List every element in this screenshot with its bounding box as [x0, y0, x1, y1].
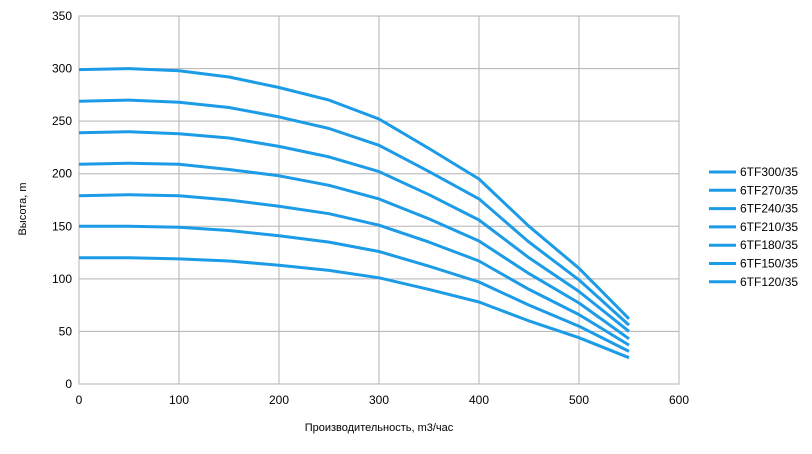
x-tick-label: 0 — [76, 393, 83, 407]
y-tick-label: 250 — [52, 114, 72, 128]
x-tick-label: 200 — [269, 393, 289, 407]
series-line-6TF210/35 — [78, 161, 630, 341]
legend-label: 6TF120/35 — [740, 275, 798, 289]
series-line-6TF180/35 — [78, 193, 630, 347]
x-axis-title: Производительность, m3/час — [305, 422, 454, 434]
x-tick-label: 100 — [169, 393, 189, 407]
x-tick-label: 500 — [569, 393, 589, 407]
legend-label: 6TF270/35 — [740, 183, 798, 197]
y-tick-label: 0 — [65, 377, 72, 391]
y-tick-label: 150 — [52, 219, 72, 233]
y-tick-label: 50 — [59, 324, 73, 338]
y-tick-label: 100 — [52, 272, 72, 286]
series-line-6TF120/35 — [79, 256, 630, 360]
series-line-6TF240/35 — [78, 130, 630, 333]
legend-label: 6TF180/35 — [740, 238, 798, 252]
legend-label: 6TF240/35 — [740, 202, 798, 216]
legend-label: 6TF150/35 — [740, 257, 798, 271]
series-line-6TF270/35 — [78, 98, 631, 327]
series-line-6TF150/35 — [79, 224, 630, 353]
series-layer — [78, 67, 631, 360]
series-line-6TF300/35 — [78, 67, 631, 320]
legend: 6TF300/35 6TF270/35 6TF240/35 6TF210/35 6TF1… — [709, 165, 798, 289]
x-tick-label: 400 — [469, 393, 489, 407]
y-tick-label: 300 — [52, 62, 72, 76]
legend-label: 6TF300/35 — [740, 165, 798, 179]
y-axis-title: Высота, m — [17, 182, 29, 235]
plot-frame — [78, 15, 680, 385]
ticks-layer: 0 100 200 300 400 500 600 0 50 100 150 200 250 300 350 — [52, 9, 689, 407]
x-tick-label: 300 — [369, 393, 389, 407]
y-tick-label: 350 — [52, 9, 72, 23]
x-tick-label: 600 — [669, 393, 689, 407]
y-tick-label: 200 — [52, 167, 72, 181]
legend-label: 6TF210/35 — [740, 220, 798, 234]
